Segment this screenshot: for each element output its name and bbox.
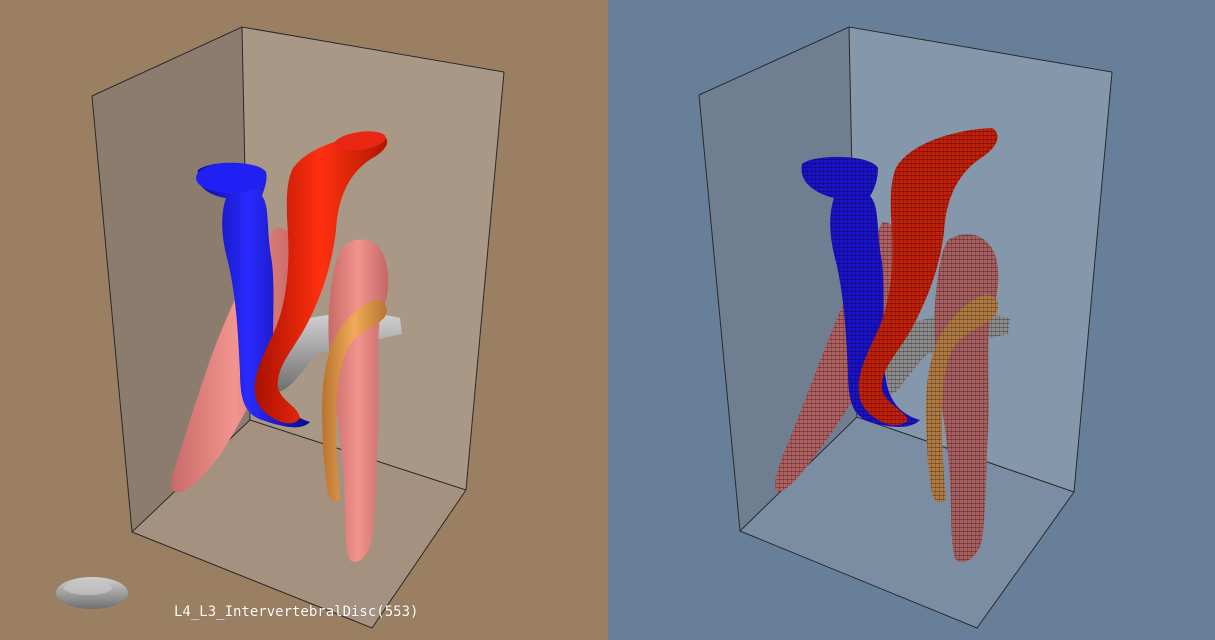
ureter [322,300,387,502]
vena-cava [197,162,310,428]
vena-cava [801,156,920,428]
right-scene [608,0,1215,640]
vena-cava-top [196,163,264,193]
box-floor-face [132,420,466,628]
disc-thumbnail-highlight [64,581,112,595]
left-scene [0,0,608,640]
right-3d-viewport[interactable] [608,0,1215,640]
aorta-top [334,131,386,151]
aorta [858,128,998,426]
left-3d-viewport[interactable]: L4_L3_IntervertebralDisc(553) [0,0,608,640]
box-floor-face [740,417,1074,628]
aorta [254,134,388,424]
ureter [926,294,999,503]
structure-label: L4_L3_IntervertebralDisc(553) [174,604,419,620]
